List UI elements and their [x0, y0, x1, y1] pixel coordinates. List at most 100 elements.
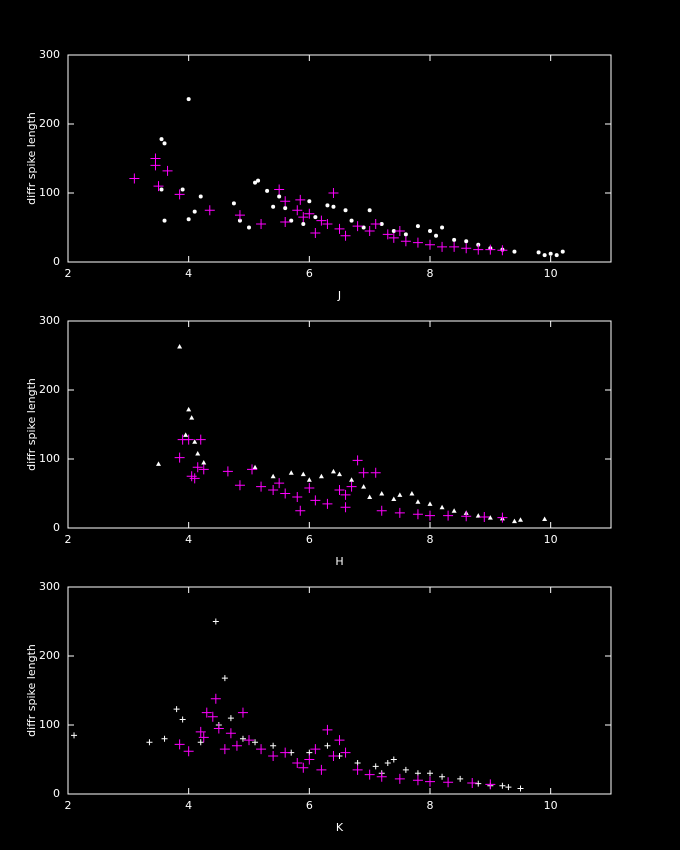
data-point: [207, 711, 218, 722]
data-point: [201, 459, 207, 465]
data-point: [364, 769, 375, 780]
data-point: [213, 723, 224, 734]
data-point: [310, 228, 321, 239]
data-point: [177, 344, 183, 349]
data-point: [325, 203, 330, 208]
y-axis-label: diffr spike length: [25, 112, 38, 205]
x-tick-label: 8: [427, 799, 434, 812]
data-point: [295, 505, 306, 516]
data-point: [231, 740, 242, 751]
data-point: [298, 762, 309, 773]
x-tick-label: 8: [427, 533, 434, 546]
data-point: [384, 759, 391, 766]
data-point: [198, 732, 209, 743]
data-point: [270, 473, 276, 479]
data-point: [554, 253, 559, 258]
data-point: [391, 496, 397, 502]
data-point: [225, 728, 236, 739]
y-tick-label: 200: [39, 117, 60, 130]
data-point: [324, 742, 331, 749]
data-point: [536, 250, 541, 255]
data-point: [437, 241, 448, 252]
data-point: [394, 225, 405, 236]
data-point: [412, 509, 423, 520]
data-point: [280, 196, 291, 207]
data-point: [449, 241, 460, 252]
data-point: [518, 517, 523, 522]
data-point: [361, 225, 366, 230]
data-point: [412, 237, 423, 248]
data-point: [146, 739, 153, 746]
data-point: [237, 707, 248, 718]
data-point: [542, 253, 547, 258]
data-point: [189, 473, 200, 484]
data-point: [439, 773, 446, 780]
data-point: [159, 187, 164, 192]
data-point: [322, 219, 333, 230]
data-point: [183, 434, 194, 445]
data-point: [179, 716, 186, 723]
data-point: [239, 735, 246, 742]
y-axis-label: diffr spike length: [25, 644, 38, 737]
data-point: [280, 216, 291, 227]
data-point: [364, 225, 375, 236]
data-point: [560, 249, 565, 254]
data-point: [280, 488, 291, 499]
y-tick-label: 300: [39, 48, 60, 61]
data-point: [268, 485, 279, 496]
data-point: [340, 502, 351, 513]
data-point: [467, 777, 478, 788]
data-point: [183, 746, 194, 757]
data-point: [274, 184, 285, 195]
data-point: [295, 194, 306, 205]
data-point: [330, 468, 336, 474]
data-point: [277, 194, 282, 199]
data-point: [153, 181, 164, 192]
data-point: [304, 482, 315, 493]
x-tick-label: 4: [185, 267, 192, 280]
data-point: [485, 244, 496, 255]
data-point: [150, 160, 161, 171]
data-point: [183, 432, 189, 437]
data-point: [328, 751, 339, 762]
data-point: [440, 225, 445, 230]
data-point: [219, 744, 230, 755]
data-point: [427, 770, 433, 777]
data-point: [517, 785, 524, 792]
data-point: [334, 735, 345, 746]
data-point: [247, 225, 251, 230]
data-point: [310, 744, 321, 755]
y-axis-label: diffr spike length: [25, 378, 38, 471]
data-point: [425, 239, 435, 250]
data-point: [256, 744, 267, 755]
data-point: [195, 450, 201, 456]
data-point: [192, 209, 197, 214]
data-point: [461, 243, 472, 254]
data-point: [159, 137, 164, 142]
data-point: [318, 473, 324, 479]
data-point: [334, 223, 345, 234]
data-point: [195, 434, 206, 445]
data-point: [361, 484, 367, 489]
data-point: [337, 471, 342, 477]
data-point: [376, 771, 387, 782]
data-point: [352, 764, 363, 775]
x-axis-label: J: [337, 289, 341, 302]
data-point: [412, 775, 423, 786]
data-point: [403, 232, 408, 237]
x-tick-label: 2: [65, 267, 72, 280]
x-tick-label: 10: [544, 533, 558, 546]
x-tick-label: 6: [306, 533, 313, 546]
x-tick-label: 4: [185, 799, 192, 812]
data-point: [475, 780, 482, 787]
data-point: [192, 439, 198, 444]
y-tick-label: 200: [39, 649, 60, 662]
data-point: [173, 706, 180, 713]
data-point: [174, 452, 185, 463]
data-point: [252, 739, 259, 746]
x-axis-label: K: [336, 821, 344, 834]
data-point: [542, 516, 548, 522]
data-point: [394, 773, 405, 784]
data-point: [499, 782, 506, 789]
data-point: [425, 776, 435, 787]
